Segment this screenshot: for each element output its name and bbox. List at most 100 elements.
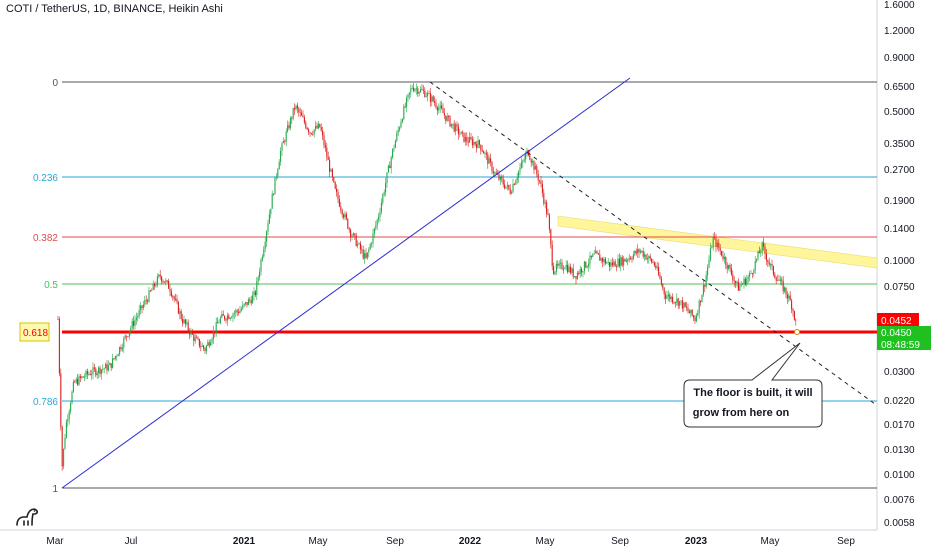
candle-body — [64, 437, 66, 449]
candle-body — [520, 162, 522, 168]
candle-body — [294, 107, 296, 110]
candle-body — [726, 264, 728, 269]
candle-body — [462, 131, 464, 133]
candle-body — [406, 97, 408, 107]
candle-body — [215, 322, 217, 333]
callout-text-line1: The floor is built, it will — [693, 387, 812, 399]
candle-body — [449, 116, 451, 127]
candle-body — [452, 123, 454, 125]
candle-body — [113, 358, 115, 360]
candle-body — [362, 249, 364, 259]
fib-label-0-382: 0.382 — [33, 233, 58, 244]
candle-body — [225, 319, 227, 321]
candle-body — [512, 183, 514, 192]
candle-body — [711, 247, 713, 249]
candle-body — [128, 331, 130, 337]
candle-body — [92, 367, 94, 375]
candle-body — [253, 291, 255, 296]
candle-body — [330, 169, 332, 172]
candle-body — [344, 213, 346, 218]
candles-group — [57, 83, 797, 471]
candle-body — [152, 283, 154, 290]
candle-body — [77, 379, 79, 385]
candle-body — [471, 139, 473, 146]
time-tick-label: 2021 — [233, 536, 256, 547]
candle-body — [264, 241, 266, 249]
candle-body — [198, 338, 200, 347]
candle-body — [670, 296, 672, 300]
candle-body — [93, 367, 95, 369]
candle-body — [443, 113, 445, 116]
candle-body — [156, 276, 158, 286]
candle-body — [57, 318, 59, 320]
candle-body — [460, 131, 462, 135]
candle-body — [298, 108, 300, 113]
candle-body — [348, 228, 350, 230]
candle-body — [571, 268, 573, 273]
candle-body — [497, 173, 499, 175]
candle-body — [284, 141, 286, 143]
candle-body — [329, 159, 331, 172]
candle-body — [68, 411, 70, 420]
candle-body — [254, 291, 256, 296]
candle-body — [131, 321, 133, 328]
candle-body — [588, 263, 590, 267]
candle-body — [516, 177, 518, 181]
fib-label-box-0-618 — [19, 322, 50, 342]
candle-body — [602, 258, 604, 263]
candle-body — [379, 212, 381, 217]
candle-body — [595, 251, 597, 254]
candle-body — [343, 214, 345, 218]
price-tick-label: 0.0750 — [884, 282, 915, 293]
candle-body — [334, 181, 336, 189]
time-tick-label: May — [536, 536, 555, 547]
candle-body — [621, 257, 623, 266]
candle-body — [645, 254, 647, 260]
candle-body — [355, 235, 357, 246]
candle-body — [688, 311, 690, 314]
candle-body — [719, 248, 721, 251]
candle-body — [303, 117, 305, 123]
candle-body — [210, 342, 212, 346]
candle-body — [176, 298, 178, 302]
candle-body — [473, 141, 475, 146]
countdown-timer: 08:48:59 — [881, 340, 920, 351]
candle-body — [418, 92, 420, 94]
candle-body — [721, 250, 723, 256]
candle-body — [257, 277, 259, 281]
candle-body — [536, 166, 538, 174]
candle-body — [751, 273, 753, 275]
candle-body — [716, 242, 718, 248]
candle-body — [417, 88, 419, 94]
candle-body — [532, 161, 534, 163]
candle-body — [91, 374, 93, 375]
candle-body — [673, 302, 675, 304]
candle-body — [280, 150, 282, 162]
time-tick-label: 2022 — [459, 536, 482, 547]
candle-body — [730, 268, 732, 275]
candle-body — [712, 236, 714, 248]
candle-body — [302, 115, 304, 118]
candle-body — [211, 339, 213, 343]
time-tick-label: 2023 — [685, 536, 708, 547]
candle-body — [250, 300, 252, 304]
candle-body — [592, 254, 594, 257]
candle-body — [208, 342, 210, 346]
candle-body — [193, 334, 195, 342]
candle-body — [464, 136, 466, 142]
candle-body — [590, 255, 592, 257]
candle-body — [420, 89, 422, 93]
candle-body — [403, 106, 405, 120]
candle-body — [169, 288, 171, 292]
candle-body — [238, 311, 240, 314]
candle-body — [767, 260, 769, 262]
candle-body — [369, 244, 371, 250]
candle-body — [494, 172, 496, 174]
time-tick-label: Jul — [125, 536, 138, 547]
price-tick-label: 0.0220 — [884, 396, 915, 407]
candle-body — [635, 250, 637, 254]
descending-trendline — [429, 81, 876, 405]
price-tick-label: 0.0130 — [884, 445, 915, 456]
